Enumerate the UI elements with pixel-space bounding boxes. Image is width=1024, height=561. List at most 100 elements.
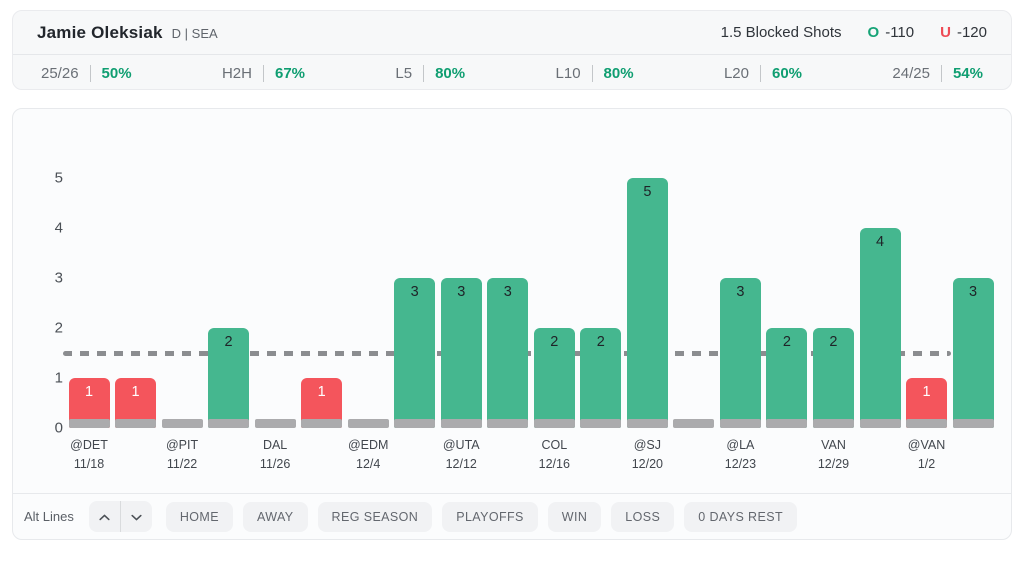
bar-game-10[interactable]: 3 xyxy=(487,278,529,428)
split-value: 67% xyxy=(274,64,306,82)
bar-game-4[interactable]: 2 xyxy=(208,328,250,428)
split-value: 80% xyxy=(435,64,466,82)
bar-van-12-29[interactable]: 2 xyxy=(812,328,854,428)
bar-value-label: 2 xyxy=(596,334,605,350)
bar-sj-12-20[interactable]: 5 xyxy=(626,178,668,428)
bar-pit-11-22[interactable] xyxy=(161,419,203,428)
filter-loss-button[interactable]: LOSS xyxy=(611,501,675,532)
split-label: 24/25 xyxy=(892,64,930,82)
bar-fill xyxy=(719,278,761,428)
x-label-sj-12-20: @SJ 12/20 xyxy=(631,438,663,472)
bar-base xyxy=(906,419,948,428)
split-l10: L10 80% xyxy=(556,64,634,82)
bar-base xyxy=(952,419,994,428)
bar-value-label: 1 xyxy=(131,384,140,400)
player-header: Jamie Oleksiak D | SEA 1.5 Blocked Shots… xyxy=(13,11,1011,55)
split-divider xyxy=(940,64,942,82)
bar-game-2[interactable]: 1 xyxy=(115,378,157,428)
player-name: Jamie Oleksiak xyxy=(37,22,163,42)
chart-controls: Alt Lines HOME AWAY REG SEASON PLAYOFFS WIN L… xyxy=(13,494,1011,539)
bar-fill xyxy=(440,278,482,428)
bar-base xyxy=(859,419,901,428)
bar-game-16[interactable]: 2 xyxy=(766,328,808,428)
under-icon: U xyxy=(940,24,951,41)
controls-divider xyxy=(13,493,1011,494)
bar-base xyxy=(161,419,203,428)
bar-uta-12-12[interactable]: 3 xyxy=(440,278,482,428)
bar-value-label: 3 xyxy=(969,284,978,300)
y-tick-1: 1 xyxy=(54,369,63,387)
chevron-down-icon xyxy=(131,508,142,526)
under-odds[interactable]: U -120 xyxy=(940,24,987,41)
bar-col-12-16[interactable]: 2 xyxy=(533,328,575,428)
bar-base xyxy=(394,419,436,428)
y-tick-0: 0 xyxy=(54,419,63,437)
bar-base xyxy=(115,419,157,428)
split-l20: L20 60% xyxy=(724,64,803,82)
filter-playoffs-button[interactable]: PLAYOFFS xyxy=(442,501,538,532)
bar-base xyxy=(208,419,250,428)
filter-0-days-rest-button[interactable]: 0 DAYS REST xyxy=(684,501,797,532)
y-tick-3: 3 xyxy=(54,269,63,287)
bar-value-label: 1 xyxy=(317,384,326,400)
y-tick-4: 4 xyxy=(54,219,63,237)
bar-fill xyxy=(394,278,436,428)
filter-buttons: HOME AWAY REG SEASON PLAYOFFS WIN LOSS 0 DAYS … xyxy=(165,501,797,532)
bar-fill xyxy=(859,228,901,428)
split-divider xyxy=(591,64,593,82)
y-tick-5: 5 xyxy=(54,169,63,187)
bar-van-1-2[interactable]: 1 xyxy=(906,378,948,428)
plot-area: 0 1 2 3 4 5 1 1 2 1 3 3 3 2 2 5 3 2 2 4 1 3 xyxy=(13,109,1011,437)
split-label: 25/26 xyxy=(41,64,79,82)
line-up-button[interactable] xyxy=(89,501,120,532)
bar-fill xyxy=(952,278,994,428)
bar-fill xyxy=(208,328,250,428)
player-position-team: D | SEA xyxy=(171,26,218,41)
bar-game-12[interactable]: 2 xyxy=(580,328,622,428)
bar-value-label: 5 xyxy=(643,184,652,200)
bar-base xyxy=(533,419,575,428)
filter-win-button[interactable]: WIN xyxy=(547,501,602,532)
x-label-det-11-18: @DET 11/18 xyxy=(70,438,108,472)
split-divider xyxy=(89,64,91,82)
x-label-la-12-23: @LA 12/23 xyxy=(724,438,757,472)
bar-base xyxy=(719,419,761,428)
split-h2h: H2H 67% xyxy=(222,64,306,82)
line-down-button[interactable] xyxy=(119,501,152,532)
split-divider xyxy=(262,64,264,82)
bar-fill xyxy=(580,328,622,428)
bar-dal-11-26[interactable] xyxy=(254,419,296,428)
bar-game-18[interactable]: 4 xyxy=(859,228,901,428)
over-odds[interactable]: O -110 xyxy=(868,24,915,41)
chevron-up-icon xyxy=(99,508,110,526)
x-label-van-12-29: VAN 12/29 xyxy=(817,438,850,472)
bar-game-6[interactable]: 1 xyxy=(301,378,343,428)
bar-fill xyxy=(533,328,575,428)
x-label-van-1-2: @VAN 1/2 xyxy=(907,438,946,472)
split-value: 50% xyxy=(101,64,132,82)
splits-row: 25/26 50% H2H 67% L5 80% L10 80% L20 60%… xyxy=(13,55,1011,91)
over-icon: O xyxy=(867,24,880,41)
alt-lines-stepper xyxy=(88,501,152,532)
bar-edm-12-4[interactable] xyxy=(347,419,389,428)
x-label-dal-11-26: DAL 11/26 xyxy=(259,438,291,472)
x-label-uta-12-12: @UTA 12/12 xyxy=(442,438,480,472)
bar-la-12-23[interactable]: 3 xyxy=(719,278,761,428)
bar-game-20[interactable]: 3 xyxy=(952,278,994,428)
bar-game-8[interactable]: 3 xyxy=(394,278,436,428)
game-log-chart-card: 0 1 2 3 4 5 1 1 2 1 3 3 3 2 2 5 3 2 2 4 1 3 Alt Lines HOME AWA… xyxy=(12,108,1012,540)
filter-away-button[interactable]: AWAY xyxy=(242,501,308,532)
bar-base xyxy=(580,419,622,428)
bar-value-label: 2 xyxy=(782,334,791,350)
over-odds-value: -110 xyxy=(885,24,915,41)
bar-game-14[interactable] xyxy=(673,419,715,428)
prop-line-label: 1.5 Blocked Shots xyxy=(720,24,842,41)
split-value: 60% xyxy=(772,64,803,82)
alt-lines-label: Alt Lines xyxy=(24,509,74,524)
filter-reg-season-button[interactable]: REG SEASON xyxy=(317,501,433,532)
y-tick-2: 2 xyxy=(54,319,63,337)
bar-base xyxy=(68,419,110,428)
filter-home-button[interactable]: HOME xyxy=(165,501,233,532)
bar-det-11-18[interactable]: 1 xyxy=(68,378,110,428)
bar-base xyxy=(440,419,482,428)
